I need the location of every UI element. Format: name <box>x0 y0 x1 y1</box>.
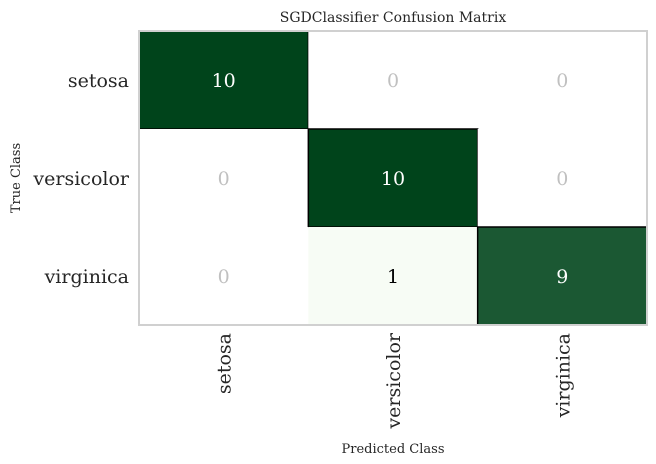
heatmap-cell-virginica-virginica <box>476 226 648 326</box>
cell-label-virginica-virginica: 9 <box>556 266 568 288</box>
heatmap-cells <box>138 30 648 326</box>
y-tick-labels: setosa versicolor virginica <box>32 70 129 288</box>
x-tick-label-setosa: setosa <box>214 333 236 394</box>
heatmap-cell-versicolor-setosa <box>139 129 309 227</box>
x-axis-label: Predicted Class <box>342 442 445 457</box>
cell-label-virginica-setosa: 0 <box>218 266 230 288</box>
heatmap-cell-virginica-setosa <box>139 227 309 325</box>
cell-label-virginica-versicolor: 1 <box>387 266 399 288</box>
y-tick-label-virginica: virginica <box>44 266 129 288</box>
cell-label-setosa-setosa: 10 <box>212 70 236 92</box>
x-tick-label-virginica: virginica <box>552 333 574 418</box>
x-tick-label-versicolor: versicolor <box>383 332 405 429</box>
cell-label-setosa-versicolor: 0 <box>387 70 399 92</box>
x-tick-labels: setosa versicolor virginica <box>214 332 575 429</box>
cell-label-versicolor-setosa: 0 <box>218 168 230 190</box>
y-tick-label-setosa: setosa <box>68 70 129 92</box>
heatmap-cell-setosa-setosa <box>138 30 310 130</box>
y-tick-label-versicolor: versicolor <box>32 168 129 190</box>
plot-frame <box>138 30 648 326</box>
heatmap-cell-versicolor-virginica <box>477 129 647 227</box>
heatmap-cell-virginica-versicolor <box>308 227 478 325</box>
y-axis-label: True Class <box>9 143 24 213</box>
heatmap-cell-setosa-virginica <box>477 31 647 129</box>
chart-title: SGDClassifier Confusion Matrix <box>280 10 507 26</box>
cell-label-versicolor-versicolor: 10 <box>381 168 405 190</box>
cell-label-setosa-virginica: 0 <box>556 70 568 92</box>
heatmap-cell-labels: 10 0 0 0 10 0 0 1 9 <box>212 70 569 288</box>
cell-label-versicolor-virginica: 0 <box>556 168 568 190</box>
heatmap-cell-setosa-versicolor <box>308 31 478 129</box>
